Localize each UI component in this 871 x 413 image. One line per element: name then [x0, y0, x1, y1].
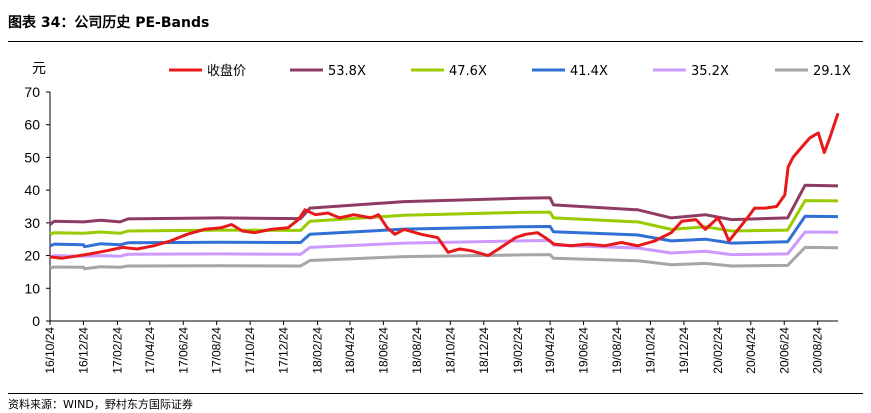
legend-label: 29.1X — [813, 64, 851, 79]
series-line-收盘价 — [49, 112, 840, 260]
x-axis: 16/10/24 16/12/24 17/02/24 17/04/24 17/06/24… — [43, 320, 838, 374]
legend-label: 41.4X — [570, 64, 608, 79]
x-tick-label: 17/06/24 — [176, 327, 190, 374]
x-tick-label: 19/12/24 — [677, 327, 691, 374]
legend-label: 53.8X — [328, 64, 366, 79]
x-tick-label: 18/06/24 — [376, 327, 390, 374]
x-tick-label: 18/08/24 — [410, 327, 424, 374]
y-tick-label: 20 — [24, 248, 40, 264]
x-tick-label: 20/04/24 — [744, 327, 758, 374]
y-tick-label: 60 — [24, 117, 40, 133]
title-divider — [8, 41, 863, 42]
x-tick-label: 20/06/24 — [777, 327, 791, 374]
y-axis-label: 元 — [32, 60, 46, 76]
x-tick-label: 19/06/24 — [577, 327, 591, 374]
x-tick-label: 17/12/24 — [277, 327, 291, 374]
x-tick-label: 19/08/24 — [610, 327, 624, 374]
y-tick-label: 30 — [24, 215, 40, 231]
x-tick-label: 16/10/24 — [43, 327, 57, 374]
y-tick-label: 50 — [24, 149, 40, 165]
x-tick-label: 19/02/24 — [511, 327, 525, 374]
x-tick-label: 18/12/24 — [477, 327, 491, 374]
x-tick-label: 17/10/24 — [243, 327, 257, 374]
footer-divider — [8, 393, 863, 394]
pe-bands-chart: 元 收盘价 53.8X 47.6X 41.4X 35.2X 29.1X 0 10 20 30 40… — [24, 60, 851, 374]
series-line-53.8X — [49, 183, 839, 226]
x-tick-label: 17/02/24 — [110, 327, 124, 374]
legend-label: 收盘价 — [207, 63, 246, 79]
x-tick-label: 19/10/24 — [643, 327, 657, 374]
x-tick-label: 20/02/24 — [711, 327, 725, 374]
x-tick-label: 16/12/24 — [76, 327, 90, 374]
legend-label: 35.2X — [691, 64, 729, 79]
y-tick-label: 10 — [24, 280, 40, 296]
x-tick-label: 18/04/24 — [343, 327, 357, 374]
page-title: 图表 34：公司历史 PE-Bands — [8, 15, 210, 31]
legend-label: 47.6X — [449, 64, 487, 79]
x-tick-label: 17/08/24 — [210, 327, 224, 374]
x-tick-label: 17/04/24 — [143, 327, 157, 374]
x-tick-label: 20/08/24 — [811, 327, 825, 374]
series-line-29.1X — [49, 245, 839, 271]
y-tick-label: 40 — [24, 182, 40, 198]
series-layer — [49, 112, 840, 271]
x-tick-label: 18/02/24 — [311, 327, 325, 374]
legend: 收盘价 53.8X 47.6X 41.4X 35.2X 29.1X — [169, 63, 851, 79]
y-tick-label: 70 — [24, 84, 40, 100]
series-line-47.6X — [49, 199, 839, 236]
x-tick-label: 18/10/24 — [443, 327, 457, 374]
x-tick-label: 19/04/24 — [543, 327, 557, 374]
source-note: 资料来源：WIND，野村东方国际证券 — [8, 398, 193, 411]
y-axis: 0 10 20 30 40 50 60 70 — [24, 84, 51, 329]
series-line-35.2X — [49, 230, 839, 259]
y-tick-label: 0 — [32, 313, 40, 329]
